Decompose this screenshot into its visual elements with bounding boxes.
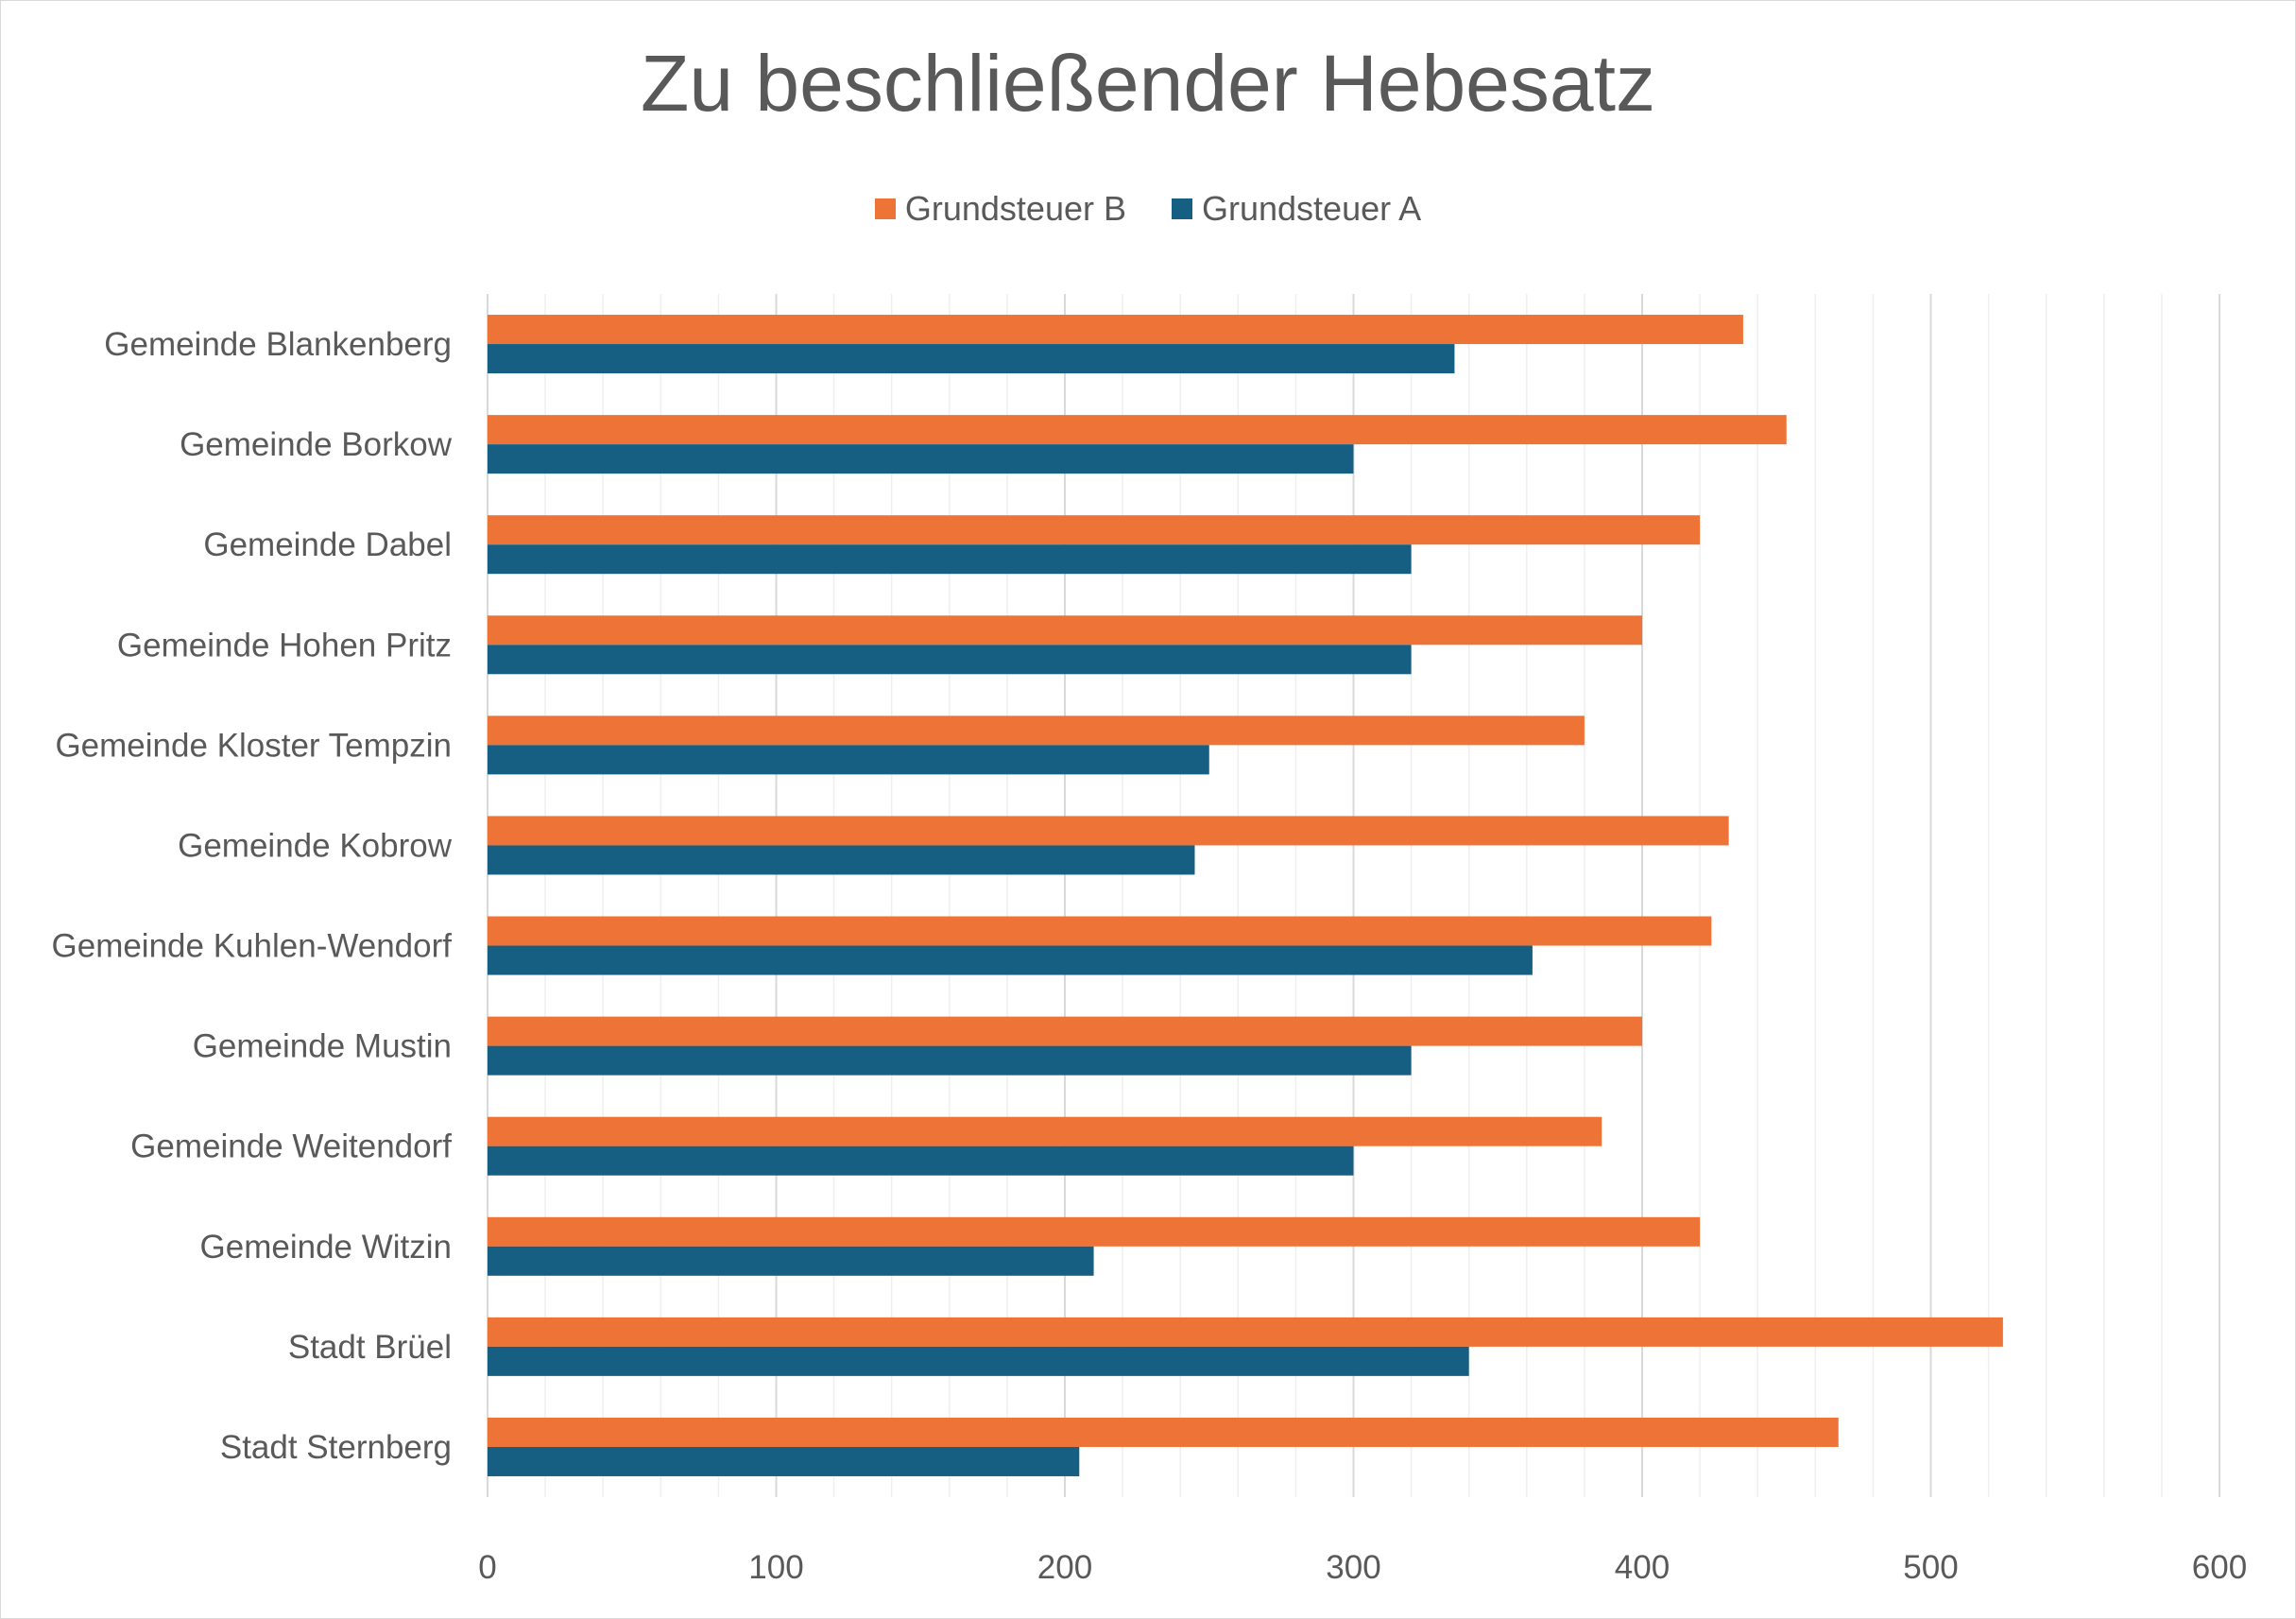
x-tick-label: 600: [2192, 1549, 2247, 1586]
bar-grundsteuer-a: [488, 1346, 1469, 1376]
bar-grundsteuer-a: [488, 1145, 1354, 1176]
bar-grundsteuer-b: [488, 816, 1729, 846]
x-tick-label: 200: [1037, 1549, 1092, 1586]
category-label: Gemeinde Mustin: [193, 1028, 452, 1065]
category-label: Gemeinde Dabel: [203, 526, 452, 563]
category-label: Stadt Brüel: [288, 1329, 452, 1366]
category-label: Gemeinde Borkow: [180, 426, 453, 463]
bar-grundsteuer-a: [488, 945, 1533, 975]
x-tick-label: 400: [1615, 1549, 1670, 1586]
x-tick-label: 0: [478, 1549, 496, 1586]
bar-grundsteuer-a: [488, 544, 1412, 575]
legend-item-grundsteuer-b: Grundsteuer B: [874, 189, 1126, 229]
category-label: Gemeinde Kuhlen-Wendorf: [52, 928, 453, 965]
bar-grundsteuer-b: [488, 1116, 1602, 1146]
bar-grundsteuer-a: [488, 1246, 1094, 1276]
bar-grundsteuer-a: [488, 845, 1195, 875]
bar-grundsteuer-b: [488, 515, 1701, 545]
category-label: Stadt Sternberg: [220, 1429, 452, 1466]
x-tick-label: 300: [1326, 1549, 1380, 1586]
legend-swatch-grundsteuer-b: [874, 198, 896, 219]
bar-grundsteuer-a: [488, 1045, 1412, 1076]
category-label: Gemeinde Weitendorf: [130, 1128, 452, 1165]
category-label: Gemeinde Hohen Pritz: [117, 627, 452, 663]
bar-grundsteuer-b: [488, 1216, 1701, 1247]
bar-grundsteuer-b: [488, 315, 1743, 345]
bar-grundsteuer-b: [488, 1417, 1839, 1447]
x-tick-label: 500: [1903, 1549, 1958, 1586]
x-tick-label: 100: [748, 1549, 803, 1586]
bar-grundsteuer-b: [488, 1317, 2003, 1347]
bar-grundsteuer-a: [488, 745, 1209, 775]
legend-label-grundsteuer-a: Grundsteuer A: [1201, 189, 1422, 228]
bar-grundsteuer-a: [488, 444, 1354, 474]
bar-grundsteuer-b: [488, 715, 1585, 746]
category-label: Gemeinde Kloster Tempzin: [55, 727, 452, 764]
bar-grundsteuer-b: [488, 415, 1787, 445]
category-label: Gemeinde Witzin: [200, 1229, 452, 1266]
legend-label-grundsteuer-b: Grundsteuer B: [904, 189, 1126, 228]
bar-grundsteuer-a: [488, 344, 1455, 374]
category-label: Gemeinde Kobrow: [178, 827, 453, 864]
chart-title: Zu beschließender Hebesatz: [641, 39, 1655, 128]
legend-swatch-grundsteuer-a: [1171, 198, 1192, 219]
category-label: Gemeinde Blankenberg: [104, 326, 452, 363]
legend-item-grundsteuer-a: Grundsteuer A: [1171, 189, 1422, 229]
legend: Grundsteuer B Grundsteuer A: [0, 185, 2296, 233]
bar-grundsteuer-b: [488, 615, 1642, 646]
bar-grundsteuer-a: [488, 1446, 1080, 1476]
bar-grundsteuer-a: [488, 645, 1412, 675]
bar-grundsteuer-b: [488, 1016, 1642, 1046]
bar-grundsteuer-b: [488, 916, 1712, 946]
